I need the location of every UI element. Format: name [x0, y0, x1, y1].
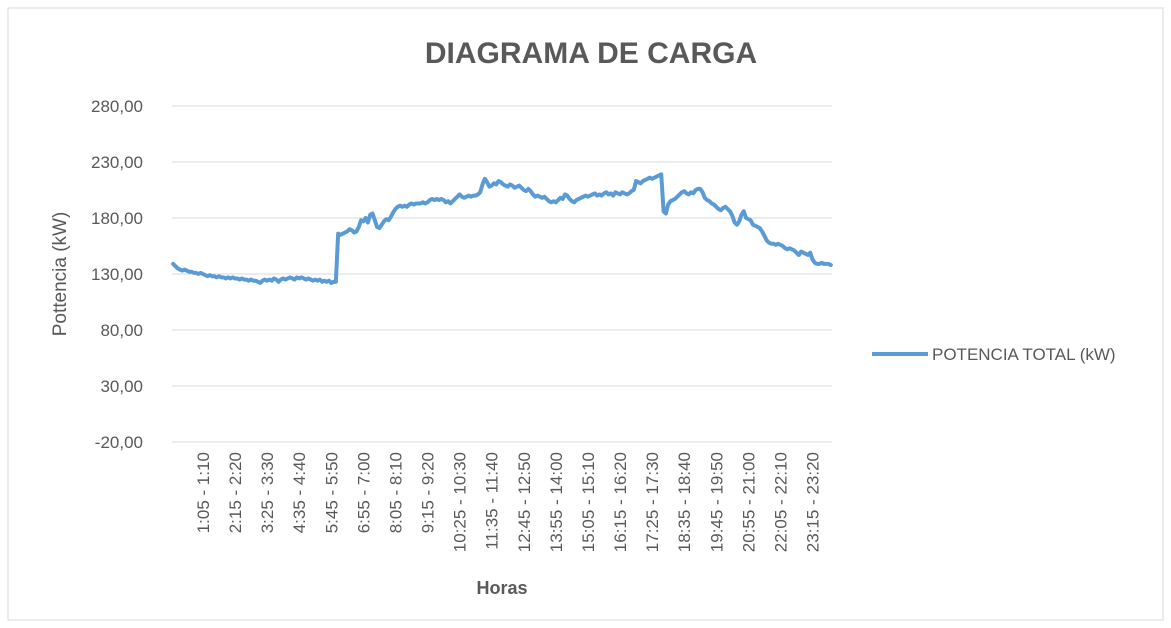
y-tick-label: 130,00	[91, 265, 143, 284]
y-tick-label: 180,00	[91, 209, 143, 228]
y-tick-label: 80,00	[100, 321, 143, 340]
x-tick-label: 5:45 - 5:50	[322, 452, 341, 533]
chart-title: DIAGRAMA DE CARGA	[425, 37, 757, 70]
y-axis-label: Pottencia (kW)	[50, 212, 71, 337]
x-tick-label: 20:55 - 21:00	[739, 452, 758, 552]
x-tick-label: 10:25 - 10:30	[451, 452, 470, 552]
x-tick-label: 1:05 - 1:10	[194, 452, 213, 533]
y-tick-label: 280,00	[91, 97, 143, 116]
y-tick-label: -20,00	[95, 433, 143, 452]
x-tick-label: 15:05 - 15:10	[579, 452, 598, 552]
y-tick-label: 230,00	[91, 153, 143, 172]
x-tick-label: 11:35 - 11:40	[483, 452, 502, 550]
x-tick-label: 6:55 - 7:00	[354, 452, 373, 533]
x-tick-label: 22:05 - 22:10	[771, 452, 790, 552]
chart-frame	[7, 7, 1164, 621]
x-tick-label: 17:25 - 17:30	[643, 452, 662, 552]
y-tick-label: 30,00	[100, 377, 143, 396]
x-tick-label: 3:25 - 3:30	[258, 452, 277, 533]
x-tick-label: 19:45 - 19:50	[707, 452, 726, 552]
x-tick-label: 9:15 - 9:20	[419, 452, 438, 533]
data-line	[171, 172, 833, 285]
x-tick-label: 4:35 - 4:40	[290, 452, 309, 533]
x-tick-label: 8:05 - 8:10	[386, 452, 405, 533]
x-tick-label: 18:35 - 18:40	[675, 452, 694, 552]
x-tick-label: 16:15 - 16:20	[611, 452, 630, 552]
legend-label: POTENCIA TOTAL (kW)	[932, 345, 1116, 364]
x-tick-label: 2:15 - 2:20	[226, 452, 245, 533]
x-tick-label: 13:55 - 14:00	[547, 452, 566, 552]
x-tick-label: 23:15 - 23:20	[804, 452, 823, 552]
x-tick-label: 12:45 - 12:50	[515, 452, 534, 552]
x-axis-label: Horas	[476, 578, 527, 598]
